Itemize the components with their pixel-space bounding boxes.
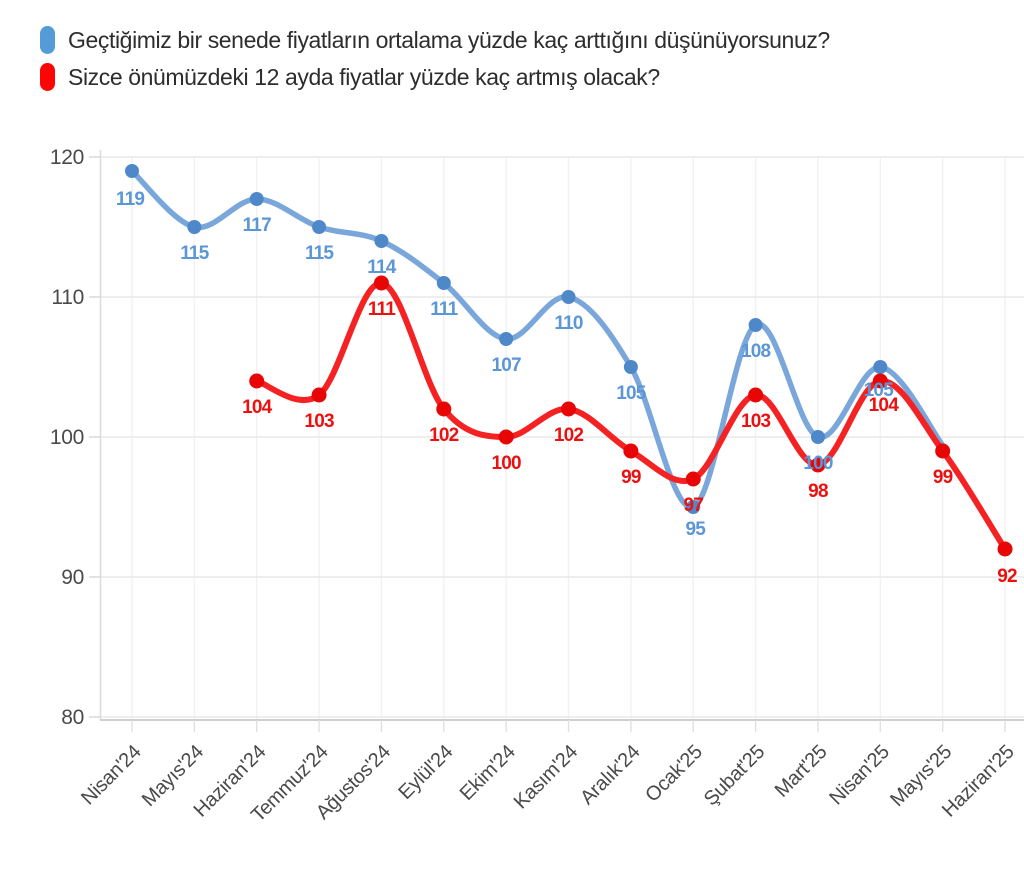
data-point-value-label: 111 [430,299,458,320]
y-tick-label: 120 [50,146,84,169]
data-point-value-label: 104 [242,397,273,418]
data-point-dot [561,401,577,417]
x-tick-label: Şubat'25 [700,741,769,810]
x-axis-labels: Nisan'24Mayıs'24Haziran'24Temmuz'24Ağust… [77,741,1019,827]
legend-marker-blue-icon [40,26,55,54]
past-year-value-labels: 119 115 117 115 114 111 107 110 105 95 108 100 105 [116,189,895,540]
data-point-value-label: 92 [997,566,1017,587]
data-point-value-label: 115 [180,243,209,264]
legend-item-next-12-months: Sizce önümüzdeki 12 ayda fiyatlar yüzde … [40,63,830,91]
data-point-dot [374,234,389,248]
legend-marker-red-icon [40,63,55,91]
y-tick-label: 110 [51,286,84,309]
data-point-value-label: 103 [304,411,334,432]
data-point-dot [311,387,327,403]
data-point-value-label: 107 [492,355,522,376]
data-point-value-label: 115 [305,243,334,264]
data-point-value-label: 98 [808,481,828,502]
data-point-dot [187,220,202,234]
data-point-dot [685,471,701,487]
x-tick-label: Kasım'24 [510,741,582,813]
data-point-dot [499,332,514,346]
legend-label-next-12-months: Sizce önümüzdeki 12 ayda fiyatlar yüzde … [68,63,660,90]
data-point-dot [623,443,639,459]
data-point-value-label: 100 [803,453,833,474]
grid-vertical-lines [131,157,1006,720]
data-point-value-label: 102 [554,425,584,446]
data-point-dot [748,318,763,332]
data-point-value-label: 103 [741,411,771,432]
chart-legend: Geçtiğimiz bir senede fiyatların ortalam… [40,26,830,100]
data-point-value-label: 102 [429,425,459,446]
data-point-dot [249,192,264,206]
x-tick-label: Nisan'24 [77,741,146,810]
data-point-value-label: 105 [616,383,647,404]
y-tick-label: 90 [61,566,84,589]
data-point-value-label: 100 [492,453,522,474]
data-point-dot [873,360,888,374]
data-point-dot [312,220,327,234]
data-point-dot [436,401,452,417]
x-tick-label: Nisan'25 [825,741,894,810]
data-point-value-label: 97 [683,495,703,516]
past-year-series [125,164,946,514]
data-point-dot [935,443,951,459]
data-point-value-label: 117 [243,215,271,236]
data-point-dot [125,164,139,178]
data-point-value-label: 108 [741,341,771,362]
data-point-value-label: 114 [367,257,396,278]
data-point-dot [810,430,825,444]
data-point-dot [561,290,576,304]
x-tick-label: Eylül'24 [394,741,457,804]
x-tick-label: Ekim'24 [456,741,520,805]
legend-item-past-year: Geçtiğimiz bir senede fiyatların ortalam… [40,26,830,54]
data-point-dot [436,276,451,290]
data-point-value-label: 99 [933,467,953,488]
data-point-value-label: 119 [116,189,144,210]
data-point-value-label: 104 [869,395,900,416]
data-point-dot [686,500,701,514]
data-point-dot [249,373,265,389]
x-tick-label: Mart'25 [771,741,832,802]
data-point-dot [997,541,1013,557]
data-point-value-label: 110 [554,313,582,334]
data-point-dot [872,373,888,389]
y-axis-labels: 120 110 100 90 80 [50,146,84,729]
next-12-months-value-labels: 104 103 111 102 100 102 99 97 103 98 104 99 92 [242,299,1018,587]
data-point-dot [373,275,389,291]
next-12-months-series [249,275,1013,557]
data-point-dot [498,429,514,445]
data-point-value-label: 111 [368,299,396,320]
x-tick-label: Ocak'25 [641,741,707,807]
legend-label-past-year: Geçtiğimiz bir senede fiyatların ortalam… [68,26,830,53]
data-point-dot [810,457,826,473]
x-tick-label: Aralık'24 [576,741,644,809]
data-point-dot [623,360,638,374]
y-tick-label: 100 [50,426,84,449]
data-point-dot [748,387,764,403]
data-point-value-label: 99 [621,467,641,488]
data-point-value-label: 95 [685,519,706,540]
y-tick-label: 80 [61,706,84,729]
axes [89,150,1024,732]
data-point-value-label: 105 [864,380,895,401]
